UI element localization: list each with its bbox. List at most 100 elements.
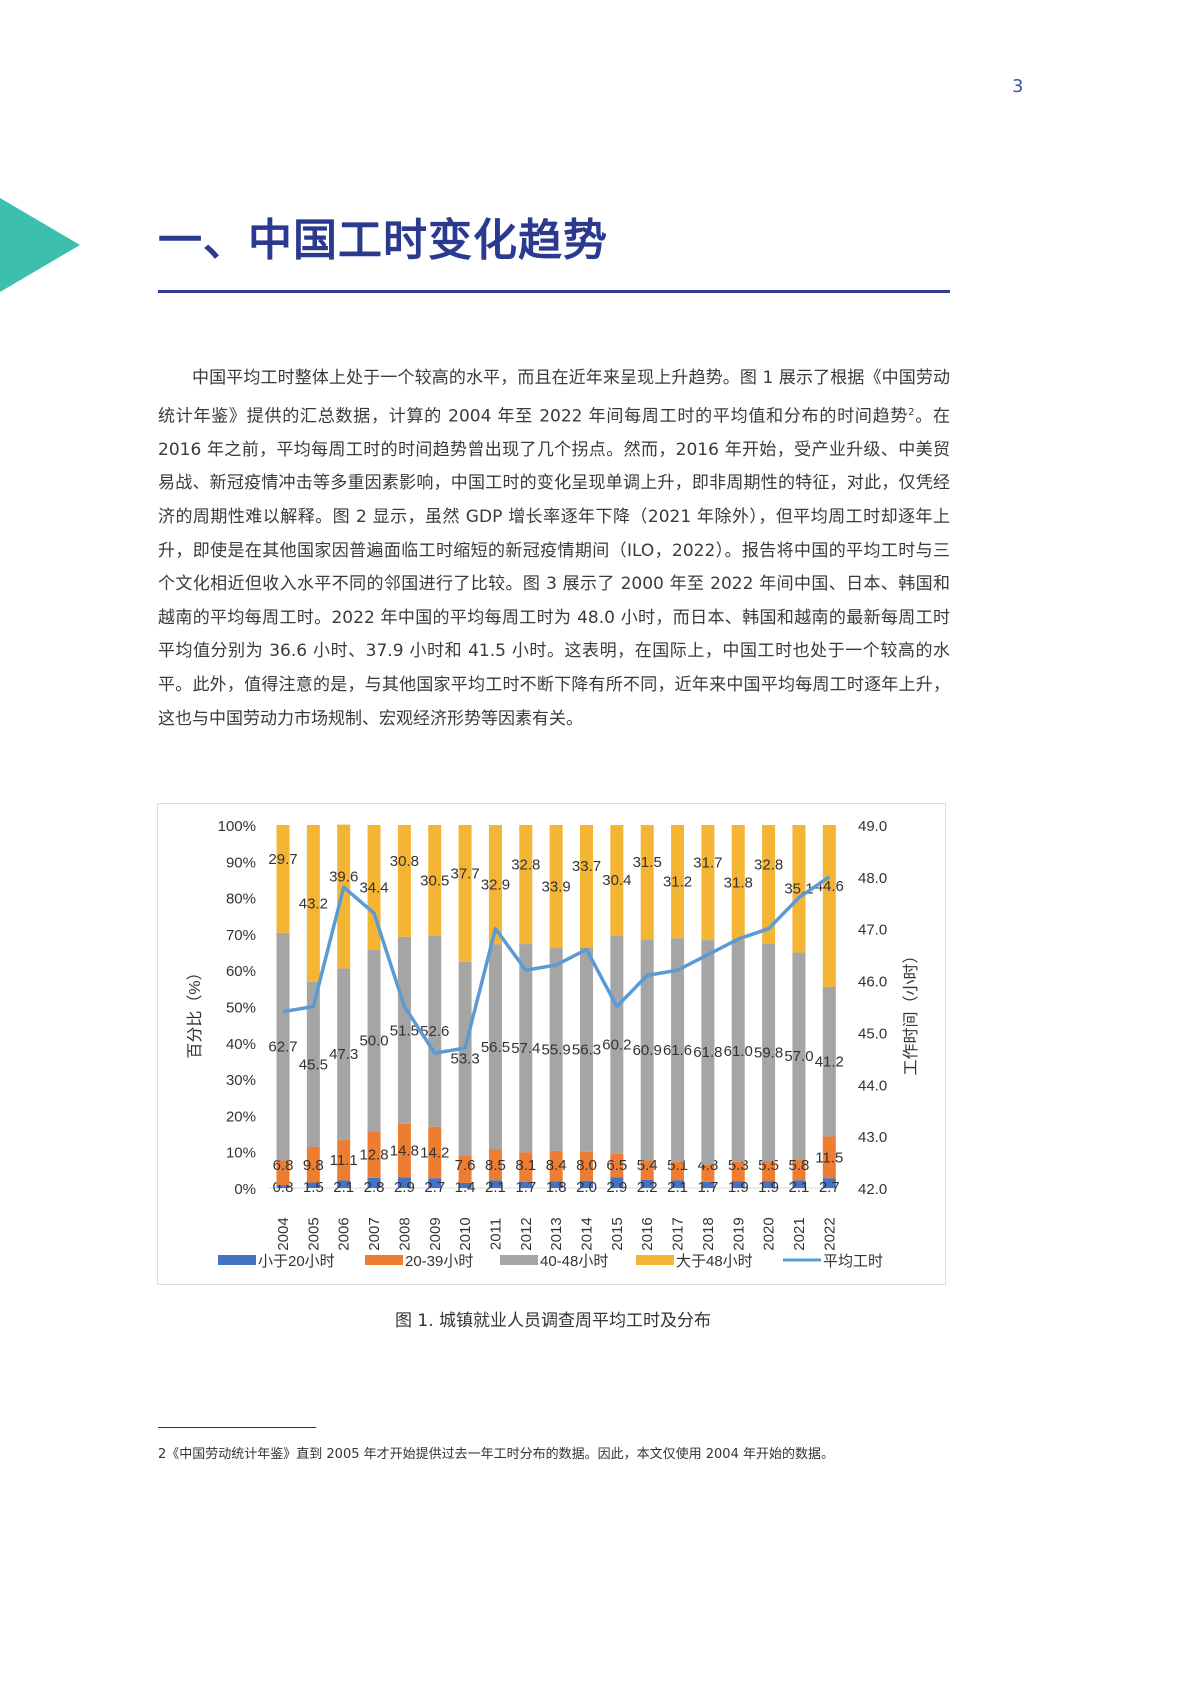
body-paragraph: 中国平均工时整体上处于一个较高的水平，而且在近年来呈现上升趋势。图 1 展示了根… xyxy=(158,362,950,736)
data-label: 62.7 xyxy=(268,1039,297,1056)
data-label: 60.2 xyxy=(602,1037,631,1054)
x-tick-label: 2006 xyxy=(336,1217,353,1250)
data-label: 1.4 xyxy=(455,1179,476,1196)
y-tick-label: 50% xyxy=(226,1000,256,1017)
y2-tick-label: 43.0 xyxy=(858,1129,887,1146)
x-tick-label: 2011 xyxy=(487,1218,504,1250)
bar-segment xyxy=(306,1182,320,1188)
bar-segment xyxy=(458,825,472,962)
bar-segment xyxy=(671,1161,685,1181)
bar-segment xyxy=(337,1140,351,1181)
bar-segment xyxy=(306,981,320,1147)
bar-segment xyxy=(792,1159,806,1181)
data-label: 60.9 xyxy=(633,1042,662,1059)
footnote-ref[interactable]: 2 xyxy=(908,406,915,418)
data-label: 14.8 xyxy=(390,1143,419,1160)
bar-segment xyxy=(519,1152,533,1182)
legend-label: 大于48小时 xyxy=(676,1253,753,1270)
bar-segment xyxy=(337,968,351,1141)
data-label: 31.7 xyxy=(693,855,722,872)
data-label: 55.9 xyxy=(542,1042,571,1059)
data-label: 2.7 xyxy=(819,1179,840,1196)
x-tick-label: 2008 xyxy=(396,1217,413,1250)
x-tick-label: 2004 xyxy=(275,1217,292,1250)
y-tick-label: 10% xyxy=(226,1145,256,1162)
bar-segment xyxy=(276,1160,290,1186)
page-number: 3 xyxy=(1012,76,1024,97)
x-tick-label: 2010 xyxy=(457,1217,474,1250)
legend-swatch xyxy=(636,1255,674,1265)
x-tick-label: 2019 xyxy=(730,1217,747,1250)
bar-segment xyxy=(458,1155,472,1183)
x-tick-label: 2016 xyxy=(639,1217,656,1250)
data-label: 52.6 xyxy=(420,1023,449,1040)
bar-segment xyxy=(488,944,502,1150)
y-tick-label: 80% xyxy=(226,891,256,908)
data-label: 1.7 xyxy=(697,1179,718,1196)
y-tick-label: 0% xyxy=(234,1181,256,1198)
data-label: 5.8 xyxy=(789,1157,810,1174)
y2-tick-label: 49.0 xyxy=(858,818,887,835)
data-label: 2.1 xyxy=(333,1179,354,1196)
y-tick-label: 30% xyxy=(226,1072,256,1089)
data-label: 30.8 xyxy=(390,853,419,870)
data-label: 9.8 xyxy=(303,1157,324,1174)
bar-segment xyxy=(822,986,836,1137)
bar-segment xyxy=(640,1180,654,1188)
data-label: 14.2 xyxy=(420,1144,449,1161)
bar-segment xyxy=(367,949,381,1132)
x-tick-label: 2009 xyxy=(427,1217,444,1250)
data-label: 37.7 xyxy=(450,865,479,882)
bar-segment xyxy=(458,1182,472,1188)
data-label: 2.1 xyxy=(789,1179,810,1196)
bar-segment xyxy=(701,940,715,1165)
data-label: 2.9 xyxy=(606,1179,627,1196)
data-label: 2.0 xyxy=(576,1179,597,1196)
y2-tick-label: 46.0 xyxy=(858,974,887,991)
data-label: 2.2 xyxy=(637,1179,658,1196)
bar-segment xyxy=(549,1150,563,1182)
data-label: 29.7 xyxy=(268,851,297,868)
bar-segment xyxy=(671,825,685,939)
bar-segment xyxy=(367,1131,381,1178)
data-label: 2.7 xyxy=(424,1179,445,1196)
bar-segment xyxy=(701,825,715,941)
bar-segment xyxy=(701,1181,715,1188)
bar-segment xyxy=(580,947,593,1152)
figure-caption: 图 1. 城镇就业人员调查周平均工时及分布 xyxy=(394,1311,712,1331)
section-marker-triangle xyxy=(0,198,80,292)
data-label: 6.5 xyxy=(606,1157,627,1174)
bar-segment xyxy=(610,1177,624,1188)
bar-segment xyxy=(519,1181,533,1188)
x-tick-label: 2018 xyxy=(700,1217,717,1250)
x-tick-label: 2015 xyxy=(609,1217,626,1250)
legend-label: 20-39小时 xyxy=(405,1253,473,1270)
y2-tick-label: 45.0 xyxy=(858,1025,887,1042)
bar-segment xyxy=(822,1136,836,1179)
bar-segment xyxy=(701,1164,715,1182)
data-label: 2.1 xyxy=(667,1179,688,1196)
bar-segment xyxy=(671,1180,685,1188)
footnote-divider xyxy=(158,1427,316,1428)
bar-segment xyxy=(792,952,806,1160)
data-label: 11.1 xyxy=(330,1152,358,1169)
y2-tick-label: 42.0 xyxy=(858,1181,887,1198)
data-label: 39.6 xyxy=(329,869,358,886)
legend-swatch xyxy=(365,1255,403,1265)
bar-segment xyxy=(276,825,290,933)
bar-segment xyxy=(762,1161,776,1182)
bar-segment xyxy=(792,825,806,953)
bar-segment xyxy=(428,1126,442,1179)
bar-segment xyxy=(640,1160,654,1181)
bar-segment xyxy=(367,1177,381,1188)
bar-segment xyxy=(822,1178,836,1188)
data-label: 41.2 xyxy=(815,1054,844,1071)
bar-segment xyxy=(762,825,776,945)
data-label: 31.5 xyxy=(633,854,662,871)
bar-segment xyxy=(762,1181,776,1188)
data-label: 30.5 xyxy=(420,872,449,889)
bar-segment xyxy=(428,825,442,936)
data-label: 56.5 xyxy=(481,1039,510,1056)
legend-swatch xyxy=(500,1255,538,1265)
data-label: 1.5 xyxy=(303,1179,324,1196)
